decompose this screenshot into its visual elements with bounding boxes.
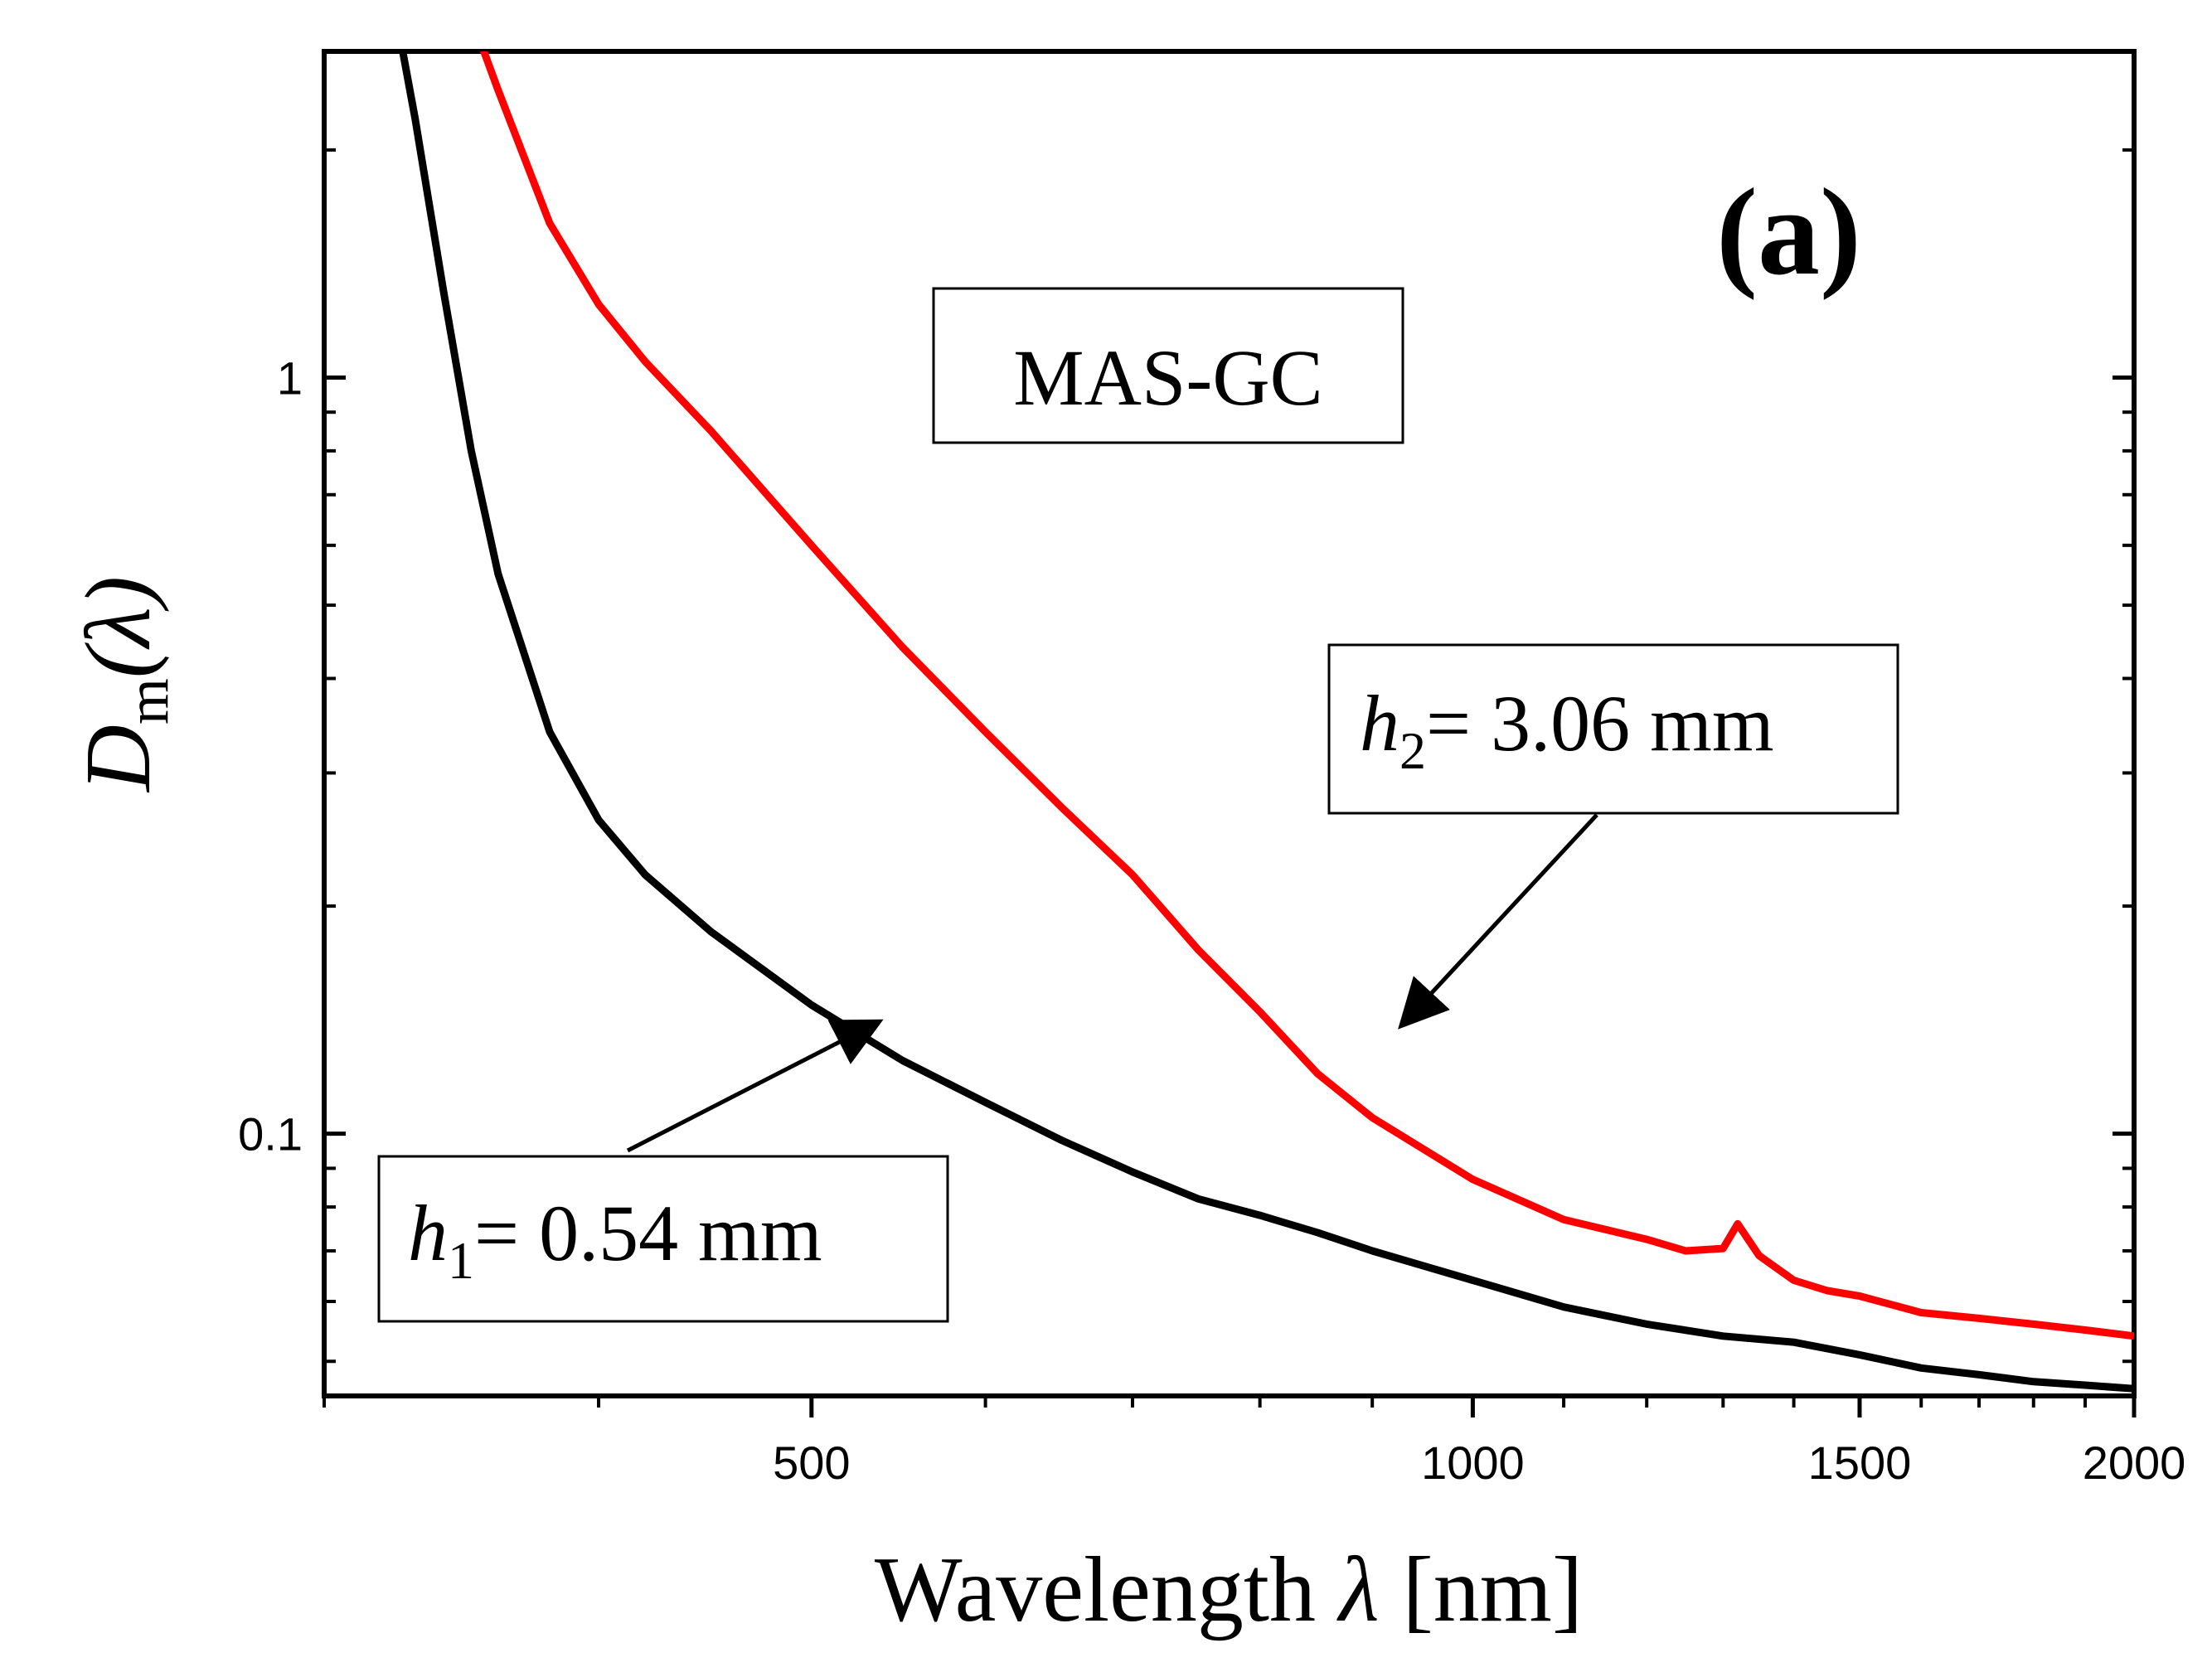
- series-line-h2: [479, 51, 2134, 1340]
- x-tick-label: 2000: [2083, 1437, 2186, 1489]
- panel-label: (a): [1716, 163, 1861, 301]
- x-axis-title-symbol: λ: [1336, 1539, 1380, 1641]
- y-axis-title: Dm(λ): [67, 576, 181, 793]
- series-line-h1: [399, 51, 2134, 1393]
- h1-label-var: h: [408, 1189, 448, 1277]
- y-tick-label: 1: [277, 351, 303, 404]
- sample-label-box: MAS-GC: [932, 287, 1404, 444]
- y-axis-title-main: D: [67, 724, 170, 793]
- y-axis-title-sub: m: [114, 678, 181, 724]
- x-tick-label: 500: [773, 1437, 850, 1489]
- annotation-arrow-h2: [1398, 813, 1598, 1030]
- annotation-arrows: [626, 813, 1598, 1153]
- h2-label-box: h2= 3.06 mm: [1327, 643, 1899, 815]
- h2-label: h2= 3.06 mm: [1360, 679, 1773, 780]
- h1-label-value: = 0.54 mm: [474, 1189, 822, 1277]
- plot-frame: [322, 49, 2137, 1398]
- h2-label-var: h: [1360, 679, 1399, 768]
- sample-label-frame: [932, 287, 1404, 444]
- series-layer: [399, 51, 2134, 1393]
- y-axis-title-arg: (λ): [67, 576, 170, 678]
- x-axis-title-unit: [nm]: [1379, 1539, 1583, 1641]
- h1-label-sub: 1: [448, 1231, 474, 1290]
- x-axis-title-text: Wavelength: [875, 1539, 1339, 1641]
- h1-label-frame: [377, 1155, 949, 1323]
- tick-labels: 500 1000 1500 2000 0.1 1: [238, 351, 2185, 1489]
- h1-label: h1= 0.54 mm: [408, 1189, 822, 1290]
- h2-label-sub: 2: [1399, 721, 1426, 780]
- y-tick-label: 0.1: [238, 1108, 303, 1161]
- x-tick-label: 1000: [1421, 1437, 1525, 1489]
- h1-label-box: h1= 0.54 mm: [377, 1155, 949, 1323]
- sample-label: MAS-GC: [1013, 333, 1322, 422]
- x-axis-title: Wavelength λ [nm]: [875, 1539, 1583, 1641]
- h2-label-frame: [1327, 643, 1899, 815]
- h2-label-value: = 3.06 mm: [1426, 679, 1773, 768]
- annotation-arrow-h1: [626, 1019, 884, 1153]
- major-ticks: [324, 375, 2137, 1417]
- minor-ticks: [323, 148, 2134, 1408]
- x-tick-label: 1500: [1808, 1437, 1912, 1489]
